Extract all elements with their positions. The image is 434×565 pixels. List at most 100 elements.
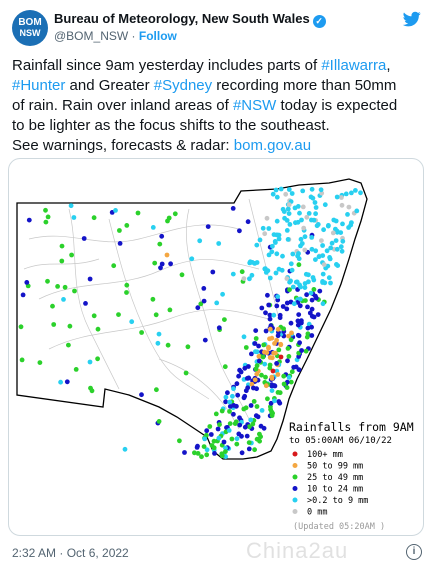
station-dot: [135, 210, 141, 216]
station-dot: [295, 318, 301, 324]
station-dot: [195, 451, 201, 456]
station-dot: [254, 242, 260, 248]
tweet-timestamp[interactable]: 2:32 AM · Oct 6, 2022: [12, 546, 129, 560]
station-dot: [353, 188, 358, 193]
station-dot: [285, 358, 290, 364]
station-dot: [37, 360, 43, 365]
station-dot: [215, 426, 221, 432]
station-dot: [153, 312, 159, 318]
station-dot: [358, 190, 363, 196]
station-dot: [301, 225, 307, 231]
station-dot: [313, 257, 318, 262]
legend-item-label: 0 mm: [307, 508, 327, 518]
station-dot: [280, 253, 285, 259]
station-dot: [284, 300, 290, 306]
station-dot: [227, 404, 233, 409]
station-dot: [263, 383, 269, 389]
station-dot: [288, 379, 294, 385]
station-dot: [81, 236, 87, 241]
station-dot: [69, 252, 74, 258]
account-handle[interactable]: @BOM_NSW: [54, 29, 129, 43]
station-dot: [334, 262, 339, 267]
station-dot: [275, 333, 281, 339]
station-dot: [155, 340, 161, 346]
station-dot: [273, 350, 278, 356]
station-dot: [295, 219, 301, 225]
bom-link[interactable]: bom.gov.au: [233, 137, 312, 154]
station-dot: [24, 280, 30, 285]
station-dot: [198, 301, 204, 307]
station-dot: [267, 336, 272, 342]
station-dot: [249, 272, 255, 278]
watermark-text: Chinа2au: [246, 538, 349, 563]
station-dot: [274, 218, 280, 224]
station-dot: [244, 376, 250, 381]
station-dot: [306, 272, 311, 278]
river-lines: [23, 198, 280, 430]
station-dot: [286, 333, 291, 339]
station-dot: [201, 444, 207, 449]
station-dot: [298, 284, 303, 290]
station-dot: [283, 191, 289, 197]
station-dot: [216, 325, 222, 331]
station-dot: [333, 238, 339, 243]
station-dot: [261, 342, 267, 348]
info-icon[interactable]: i: [406, 544, 422, 560]
station-dot: [315, 312, 321, 317]
station-dot: [197, 238, 203, 244]
hashtag-nsw[interactable]: #NSW: [232, 97, 277, 114]
station-dot: [309, 333, 315, 338]
station-dot: [124, 282, 130, 288]
station-dot: [287, 287, 292, 293]
follow-button[interactable]: Follow: [138, 29, 177, 43]
station-dot: [68, 203, 74, 209]
nsw-outline: [16, 178, 368, 460]
station-dot: [55, 284, 60, 289]
station-dot: [253, 349, 258, 354]
station-dot: [264, 215, 270, 221]
station-dot: [331, 217, 337, 223]
station-dot: [256, 354, 262, 359]
station-dot: [244, 433, 250, 439]
station-dot: [124, 290, 129, 295]
station-dot: [269, 249, 275, 255]
station-dot: [275, 232, 281, 238]
river-line: [108, 218, 210, 400]
station-dot: [72, 288, 77, 294]
station-dot: [270, 410, 275, 416]
hashtag-hunter[interactable]: #Hunter: [12, 77, 66, 94]
station-dot: [164, 252, 170, 258]
station-dot: [270, 368, 276, 374]
station-dot: [291, 364, 297, 370]
station-dot: [165, 342, 171, 348]
station-dot: [267, 312, 273, 318]
station-dot: [309, 186, 315, 192]
hashtag-illawarra[interactable]: #Illawarra: [321, 57, 387, 74]
station-dot: [309, 235, 315, 240]
station-dot: [230, 393, 235, 399]
station-dot: [282, 215, 287, 221]
station-dot: [278, 341, 284, 347]
station-dot: [288, 278, 293, 284]
hashtag-sydney[interactable]: #Sydney: [153, 77, 213, 94]
station-dot: [154, 387, 159, 393]
station-dot: [251, 385, 256, 391]
rainfall-map-image[interactable]: Rainfalls from 9AM to 05:00AM 06/10/22 1…: [8, 158, 424, 536]
station-dot: [297, 210, 302, 216]
station-dot: [290, 284, 296, 290]
station-dot: [309, 246, 315, 252]
handle-line: @BOM_NSW · Follow: [54, 29, 177, 43]
station-dot: [293, 279, 299, 285]
station-dot: [241, 334, 247, 340]
display-name[interactable]: Bureau of Meteorology, New South Wales ✓: [54, 11, 326, 28]
station-dot: [267, 275, 273, 281]
station-dot: [204, 447, 210, 453]
twitter-bird-icon[interactable]: [402, 10, 422, 28]
station-dot: [266, 302, 272, 308]
avatar[interactable]: BOM NSW: [12, 10, 48, 46]
station-dot: [305, 304, 310, 310]
station-dot: [59, 243, 65, 249]
text-run: of rain. Rain over inland areas of: [12, 97, 233, 114]
tweet-line-1: Rainfall since 9am yesterday includes pa…: [12, 56, 422, 76]
station-dot: [43, 207, 48, 213]
